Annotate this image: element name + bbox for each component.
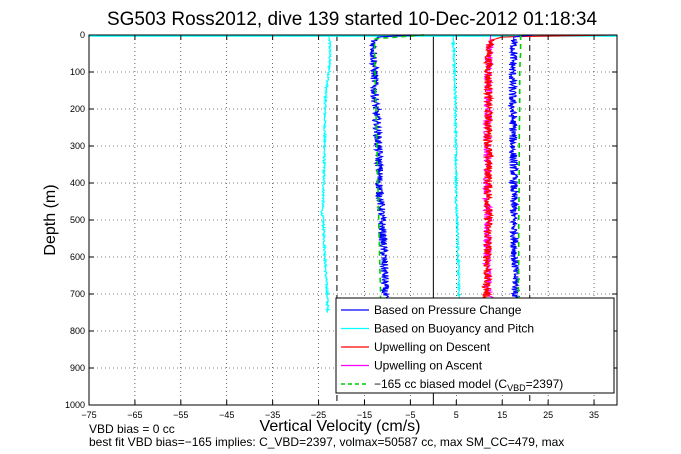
y-tick-label: 300 xyxy=(70,141,85,151)
x-tick-label: 15 xyxy=(497,410,507,420)
y-axis-label: Depth (m) xyxy=(42,184,59,255)
chart-title: SG503 Ross2012, dive 139 started 10-Dec-… xyxy=(107,9,598,30)
y-tick-label: 900 xyxy=(70,363,85,373)
series-line-1-ascent xyxy=(450,35,462,313)
legend-label: Based on Pressure Change xyxy=(374,303,522,317)
x-tick-label: 5 xyxy=(454,410,459,420)
series-line-0-descent xyxy=(368,34,425,317)
series-line-2-descent xyxy=(481,34,618,317)
x-tick-label: −45 xyxy=(219,410,234,420)
series-line-1-descent xyxy=(320,35,333,313)
y-tick-label: 200 xyxy=(70,104,85,114)
x-tick-label: −5 xyxy=(405,410,415,420)
x-tick-label: −15 xyxy=(357,410,372,420)
legend-label: Based on Buoyancy and Pitch xyxy=(374,322,534,336)
y-tick-label: 800 xyxy=(70,326,85,336)
x-tick-label: 25 xyxy=(543,410,553,420)
y-tick-label: 100 xyxy=(70,67,85,77)
y-tick-label: 400 xyxy=(70,178,85,188)
series-line-0-ascent xyxy=(507,34,535,317)
legend-box xyxy=(335,297,615,394)
y-tick-label: 500 xyxy=(70,215,85,225)
y-tick-label: 600 xyxy=(70,252,85,262)
legend-label: −165 cc biased model (CVBD=2397) xyxy=(374,377,563,393)
x-tick-label: 35 xyxy=(589,410,599,420)
x-tick-label: −55 xyxy=(173,410,188,420)
y-tick-label: 700 xyxy=(70,289,85,299)
x-tick-label: −35 xyxy=(265,410,280,420)
series-line-4-descent xyxy=(373,34,425,317)
y-tick-label: 0 xyxy=(80,30,85,40)
footnote-best-fit: best fit VBD bias=−165 implies: C_VBD=23… xyxy=(89,435,565,449)
x-tick-label: −75 xyxy=(81,410,96,420)
x-tick-label: −25 xyxy=(311,410,326,420)
x-tick-label: −65 xyxy=(127,410,142,420)
legend-label: Upwelling on Ascent xyxy=(374,359,483,373)
legend-label: Upwelling on Descent xyxy=(374,340,491,354)
series-line-4-ascent xyxy=(517,35,522,317)
footnote-vbd-bias: VBD bias = 0 cc xyxy=(89,422,175,436)
ticks: −75 −65 −55 −45 −35 −25 −15 −5 5 15 25 350100200300… xyxy=(65,30,617,420)
x-axis-label: Vertical Velocity (cm/s) xyxy=(260,418,421,435)
y-tick-label: 1000 xyxy=(65,400,85,410)
series-lines xyxy=(89,34,618,317)
legend: Based on Pressure Change Based on Buoyanc… xyxy=(335,297,615,394)
